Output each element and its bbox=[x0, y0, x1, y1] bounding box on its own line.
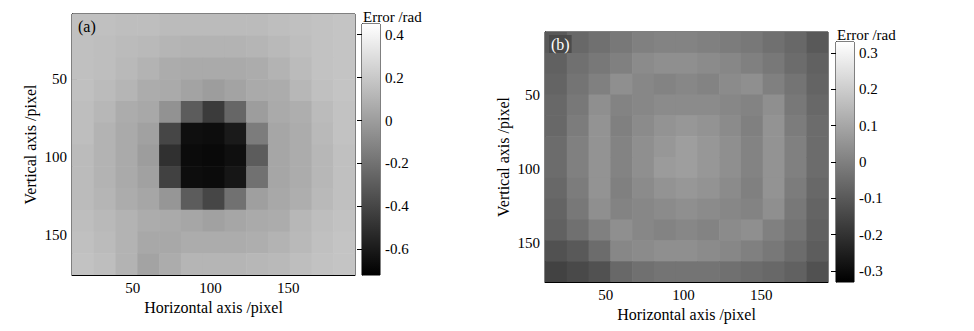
svg-text:(a): (a) bbox=[78, 18, 96, 36]
svg-text:Error /rad: Error /rad bbox=[837, 27, 896, 43]
svg-text:Error /rad: Error /rad bbox=[363, 9, 422, 25]
svg-text:0.3: 0.3 bbox=[859, 45, 878, 61]
svg-text:100: 100 bbox=[45, 149, 68, 165]
svg-text:50: 50 bbox=[52, 71, 67, 87]
svg-text:Horizontal axis /pixel: Horizontal axis /pixel bbox=[617, 306, 756, 324]
svg-text:-0.6: -0.6 bbox=[385, 241, 409, 257]
svg-text:0.2: 0.2 bbox=[859, 81, 878, 97]
svg-text:Vertical axis /pixel: Vertical axis /pixel bbox=[22, 84, 40, 205]
svg-text:-0.2: -0.2 bbox=[385, 155, 409, 171]
svg-text:0.1: 0.1 bbox=[859, 118, 878, 134]
svg-text:100: 100 bbox=[518, 161, 541, 177]
svg-text:100: 100 bbox=[199, 280, 222, 296]
svg-text:150: 150 bbox=[750, 287, 773, 303]
svg-text:150: 150 bbox=[518, 235, 541, 251]
svg-text:Vertical axis /pixel: Vertical axis /pixel bbox=[495, 96, 513, 217]
svg-text:-0.3: -0.3 bbox=[859, 263, 883, 279]
svg-text:-0.4: -0.4 bbox=[385, 198, 409, 214]
svg-text:50: 50 bbox=[598, 287, 613, 303]
svg-text:(b): (b) bbox=[551, 36, 570, 54]
svg-text:-0.1: -0.1 bbox=[859, 190, 883, 206]
svg-text:50: 50 bbox=[525, 87, 540, 103]
svg-text:Horizontal axis /pixel: Horizontal axis /pixel bbox=[144, 299, 283, 317]
svg-text:50: 50 bbox=[125, 280, 140, 296]
svg-text:0.4: 0.4 bbox=[385, 27, 404, 43]
svg-text:100: 100 bbox=[672, 287, 695, 303]
svg-text:150: 150 bbox=[277, 280, 300, 296]
svg-text:0: 0 bbox=[859, 154, 867, 170]
svg-text:150: 150 bbox=[45, 227, 68, 243]
svg-text:-0.2: -0.2 bbox=[859, 227, 883, 243]
svg-text:0.2: 0.2 bbox=[385, 70, 404, 86]
svg-text:0: 0 bbox=[385, 113, 393, 129]
